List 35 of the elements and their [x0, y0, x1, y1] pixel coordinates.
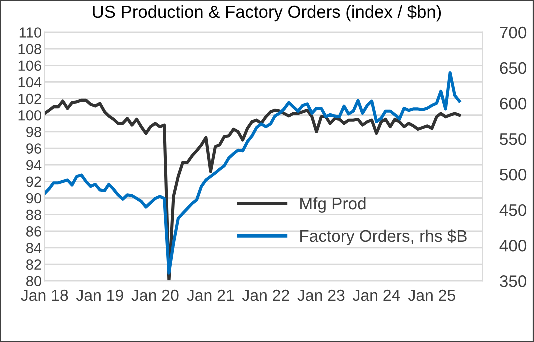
y-tick-label: 82	[26, 260, 42, 270]
y2-tick-label: 400	[500, 240, 527, 252]
y-tick-label: 106	[18, 60, 42, 72]
y2-tick-label: 700	[500, 26, 527, 39]
x-tick-label: Jan 21	[187, 290, 234, 302]
y2-tick-label: 600	[500, 98, 527, 110]
y-tick-label: 104	[18, 77, 42, 88]
x-tick-label: Jan 24	[352, 290, 400, 302]
y-tick-label: 100	[18, 110, 42, 121]
y-tick-label: 92	[26, 176, 42, 188]
chart-title: US Production & Factory Orders (index / $bn)	[93, 5, 442, 22]
y-tick-label: 90	[26, 193, 42, 204]
x-tick-label: Jan 19	[76, 290, 124, 302]
x-tick-label: Jan 22	[242, 290, 290, 302]
y-tick-label: 88	[26, 210, 42, 220]
y-tick-label: 98	[26, 127, 42, 138]
x-tick-label: Jan 18	[21, 290, 68, 302]
x-tick-label: Jan 25	[408, 290, 456, 302]
legend-label: Factory Orders, rhs $B	[300, 230, 467, 246]
y-tick-label: 84	[26, 243, 42, 254]
x-tick-label: Jan 23	[298, 290, 345, 302]
y2-tick-label: 550	[500, 133, 527, 146]
x-tick-label: Jan 20	[132, 290, 179, 302]
y2-tick-label: 650	[500, 62, 527, 74]
y2-tick-label: 350	[500, 276, 527, 288]
y2-tick-label: 450	[500, 204, 527, 216]
y-tick-label: 102	[18, 94, 42, 104]
y-tick-label: 86	[26, 226, 42, 237]
y2-tick-label: 500	[500, 168, 527, 181]
y-tick-label: 94	[26, 160, 42, 171]
y-tick-label: 108	[18, 44, 42, 54]
y-tick-label: 96	[26, 144, 42, 154]
y-tick-label: 80	[26, 276, 42, 287]
legend-label: Mfg Prod	[300, 197, 366, 213]
y-tick-label: 110	[20, 28, 42, 38]
